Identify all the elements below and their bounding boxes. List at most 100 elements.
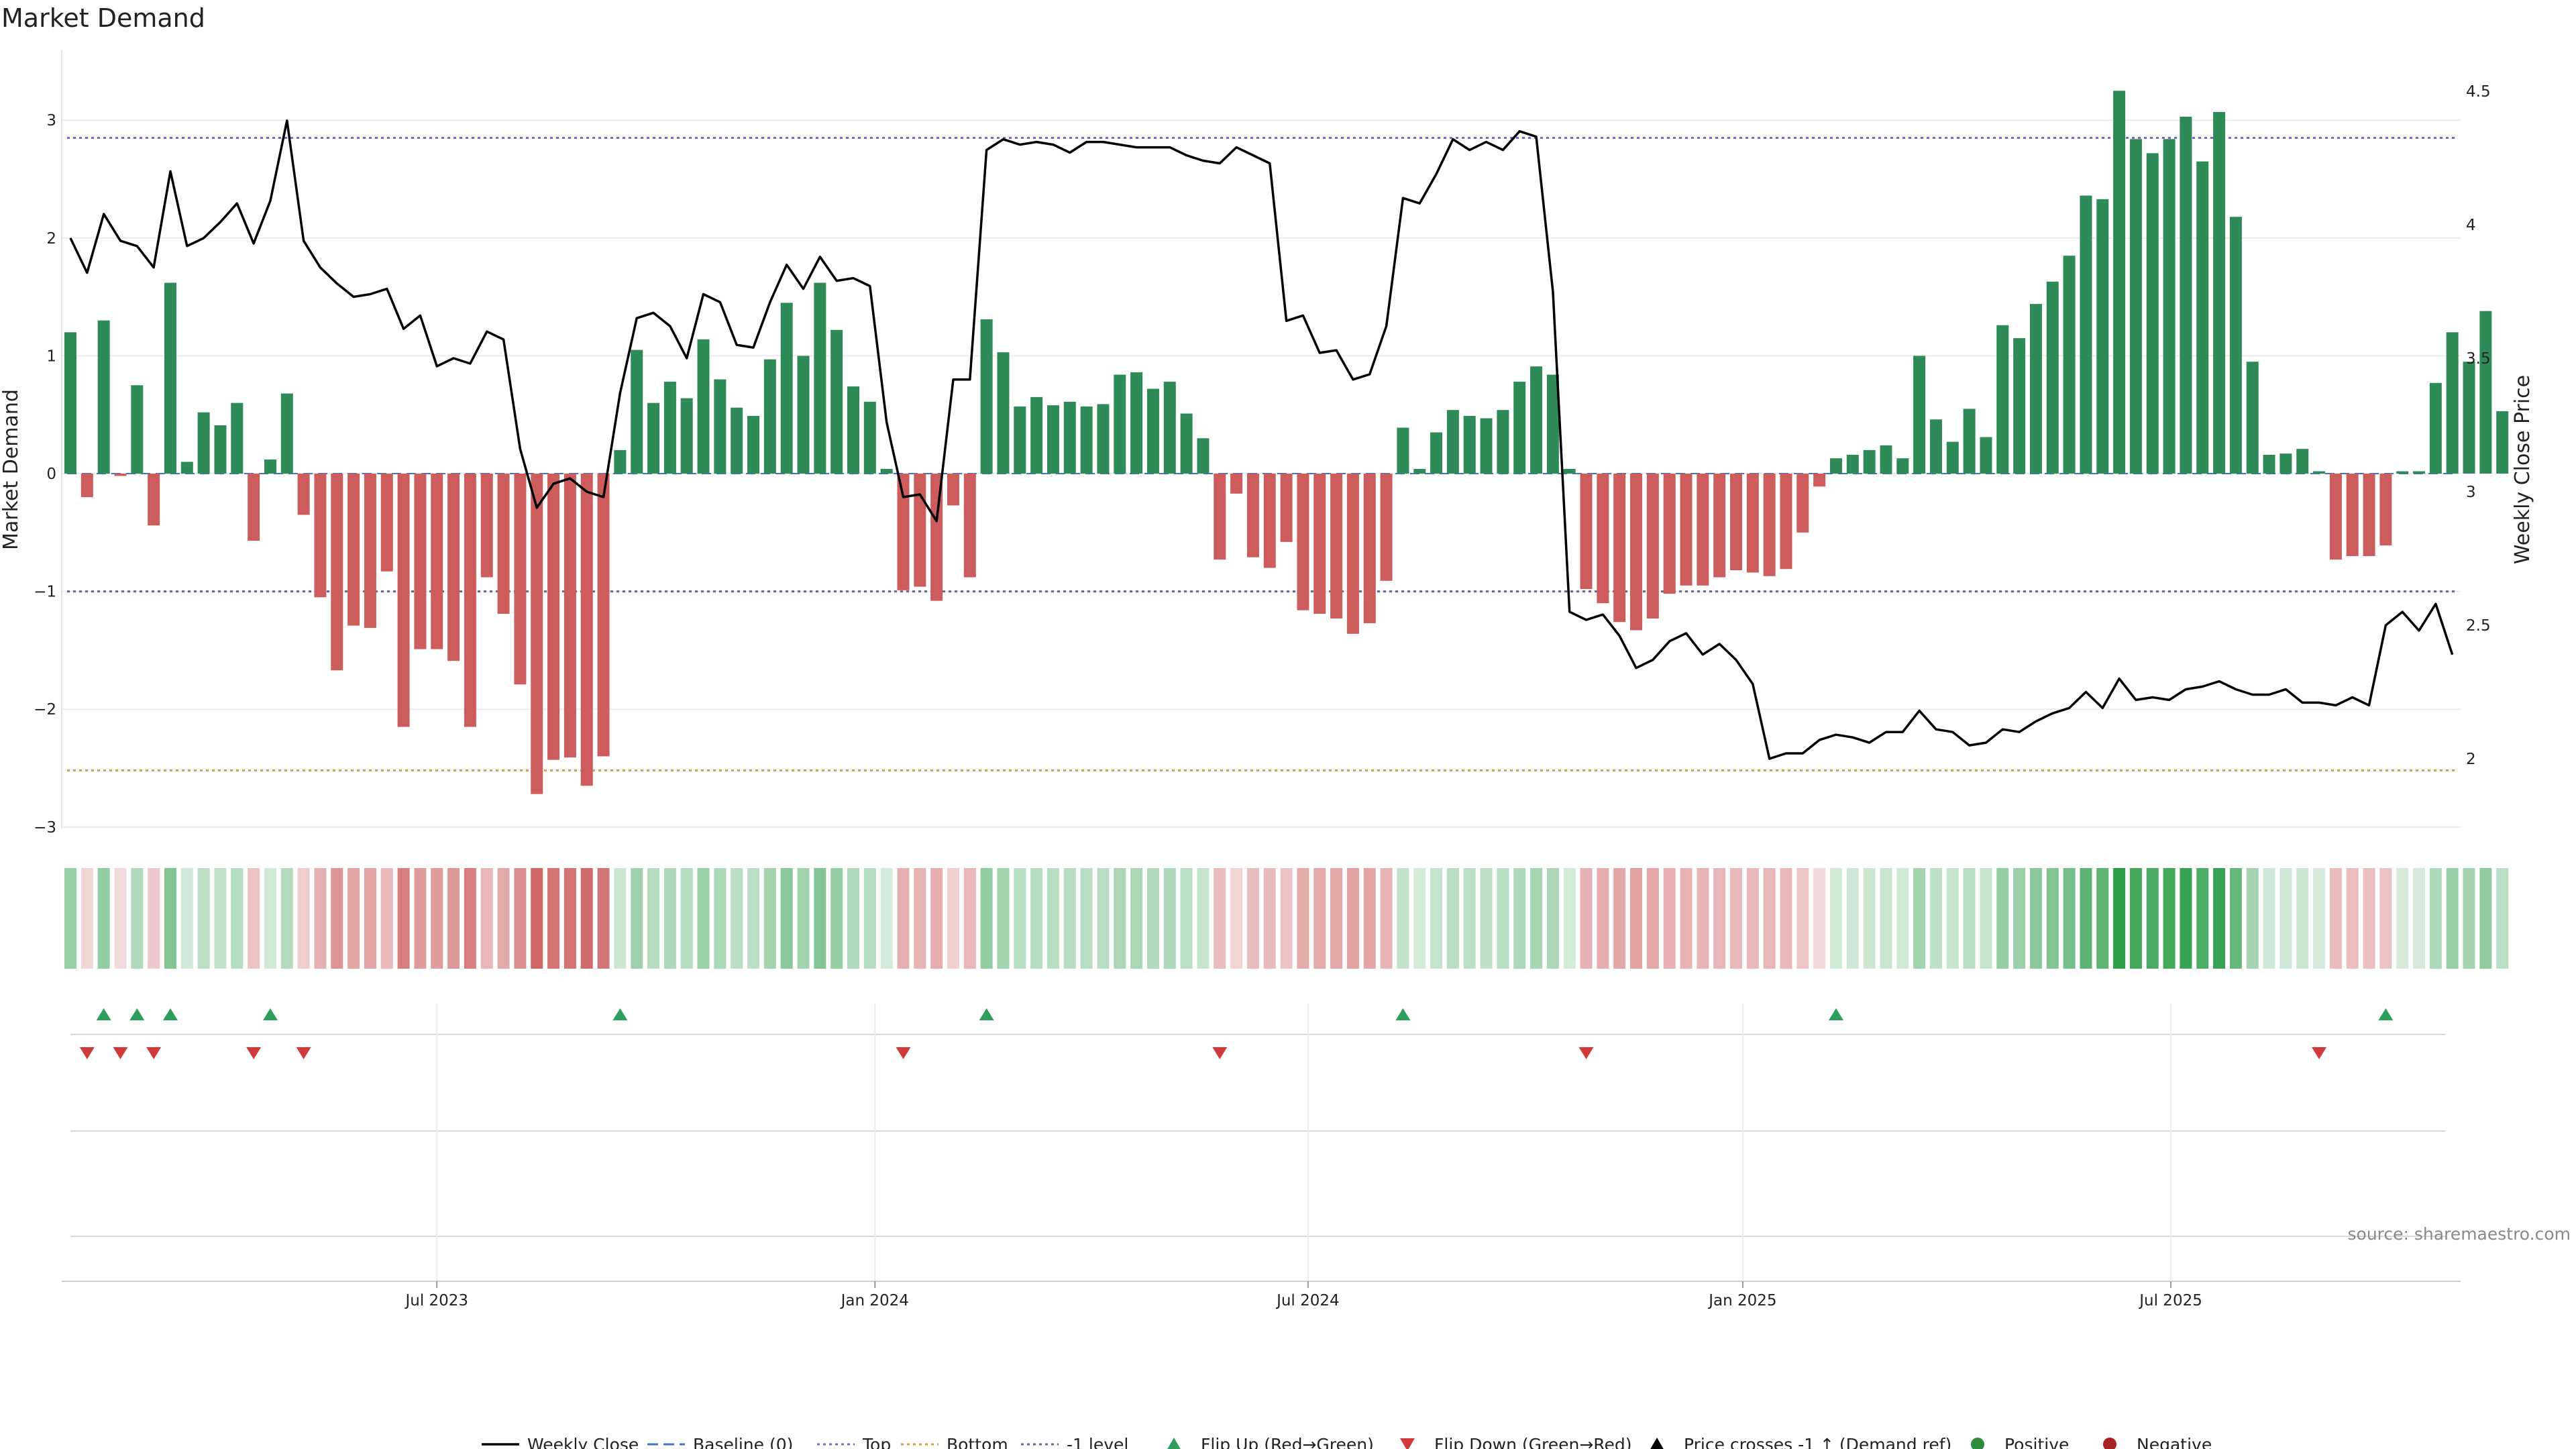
demand-bar [1297,474,1309,610]
heat-cell [2279,868,2292,969]
heat-cell [647,868,660,969]
heat-cell [1080,868,1093,969]
demand-bar [1946,441,1959,474]
x-tick-label: Jan 2025 [1707,1292,1776,1309]
heat-cell [1046,868,1059,969]
heat-cell [1563,868,1576,969]
demand-bar [1246,474,1259,557]
y-left-tick-label: −1 [34,584,56,601]
y-right-tick-label: 2.5 [2466,617,2491,635]
legend-swatch-triangle-down [1400,1438,1415,1449]
y-axis-left-title: Market Demand [0,389,23,550]
demand-bar [1380,474,1393,581]
demand-bar [1163,382,1176,474]
heat-cell [997,868,1010,969]
heat-cell [2229,868,2242,969]
heat-cell [364,868,376,969]
heat-cell [780,868,793,969]
heat-cell [480,868,493,969]
legend-label: Bottom [947,1435,1008,1449]
demand-bar [880,468,893,474]
demand-bar [663,382,676,474]
heat-cell [347,868,360,969]
demand-bar [1913,356,1926,474]
flip-up-marker [96,1008,111,1020]
demand-bar [914,474,926,587]
demand-bar [1313,474,1326,614]
heat-cell [564,868,576,969]
heat-cell [963,868,976,969]
heat-cell [914,868,926,969]
heat-cell [2196,868,2209,969]
y-left-tick-label: 2 [46,230,56,248]
flip-down-marker [296,1047,311,1059]
demand-bar [1480,418,1493,474]
y-left-tick-label: −3 [34,819,56,837]
demand-bar [180,462,193,474]
heat-cell [1846,868,1859,969]
heat-cell [2413,868,2426,969]
heat-cell [1680,868,1693,969]
legend: Weekly Close Baseline (0) Top Bottom -1 leve… [482,1435,2212,1449]
demand-bar [1796,474,1809,533]
demand-bar [2096,199,2109,474]
demand-bar [2163,139,2176,474]
demand-bar [1146,388,1159,474]
heat-cell [680,868,693,969]
legend-item: Top [817,1435,891,1449]
demand-bar [597,474,610,757]
demand-bar [1680,474,1693,586]
y-left-tick-label: 1 [46,347,56,365]
demand-bar [547,474,560,760]
y-right-tick-label: 2 [2466,751,2476,768]
heat-cell [1163,868,1176,969]
flip-up-marker [162,1008,178,1020]
flip-down-marker [113,1047,128,1059]
heat-cell [2296,868,2309,969]
demand-bar [514,474,527,685]
legend-label: Positive [2004,1435,2069,1449]
heat-cell [2096,868,2109,969]
heat-cell [1430,868,1443,969]
demand-bar [1330,474,1343,619]
y-right-tick-label: 3 [2466,484,2476,501]
heat-cell [1214,868,1226,969]
legend-label: Baseline (0) [693,1435,793,1449]
demand-bar [2196,161,2209,474]
flip-down-marker [2312,1047,2327,1059]
heat-cell [514,868,527,969]
heat-cell [1014,868,1026,969]
x-tick-label: Jan 2024 [840,1292,909,1309]
demand-bar [2379,474,2392,546]
heat-cell [1530,868,1543,969]
heat-cell [880,868,893,969]
heat-cell [248,868,260,969]
flip-up-marker [1395,1008,1411,1020]
heat-cell [2346,868,2359,969]
demand-bar [148,474,160,526]
legend-label: Flip Down (Green→Red) [1434,1435,1632,1449]
demand-bar [714,379,727,474]
demand-bar [2229,217,2242,474]
demand-bar [1697,474,1709,586]
flip-down-marker [896,1047,911,1059]
heat-cell [1697,868,1709,969]
demand-bar [1430,432,1443,474]
legend-item: Positive [1971,1435,2069,1449]
heat-cell [2113,868,2126,969]
heat-cell [863,868,876,969]
heat-cell [2163,868,2176,969]
heat-cell [2363,868,2375,969]
heat-cell [1613,868,1626,969]
demand-bar [2246,362,2259,474]
demand-bar [2180,116,2192,474]
heat-cell [2396,868,2409,969]
demand-bar [1780,474,1792,570]
demand-bar [780,303,793,474]
heat-cell [1980,868,1992,969]
demand-bar [2396,471,2409,474]
heat-cell [264,868,276,969]
demand-bar [1846,454,1859,474]
heat-cell [614,868,627,969]
heat-cell [631,868,643,969]
